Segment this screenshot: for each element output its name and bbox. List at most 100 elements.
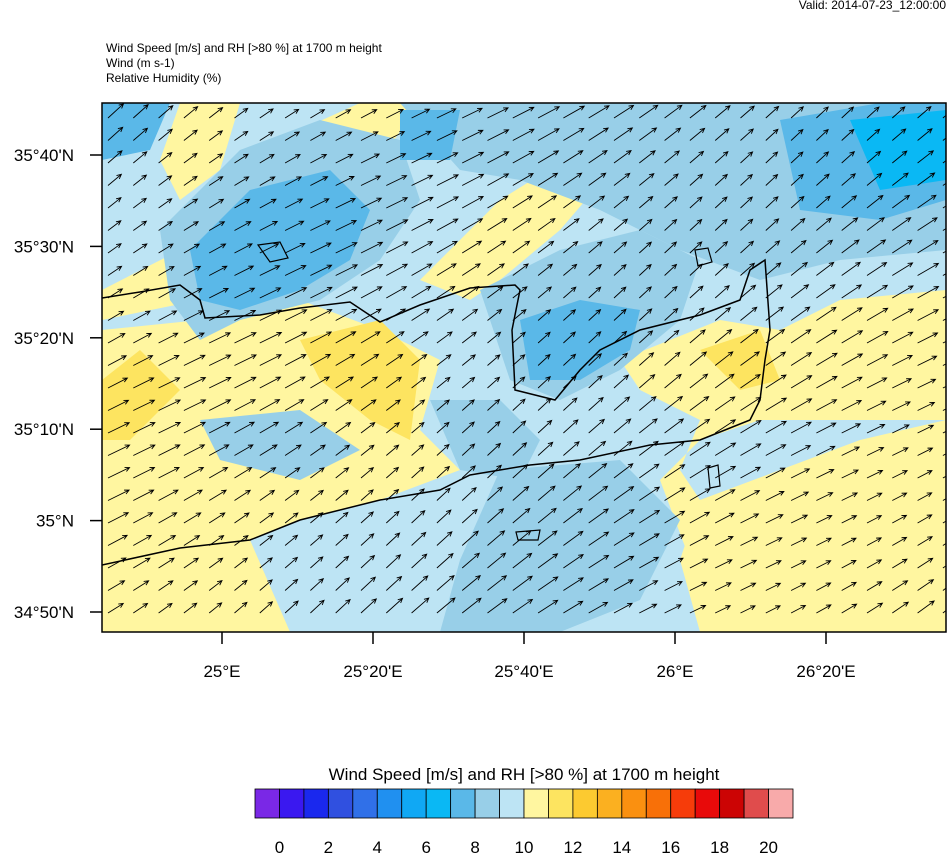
wind-arrow	[537, 309, 552, 321]
wind-arrow	[209, 310, 231, 321]
wind-arrow	[537, 599, 559, 614]
wind-arrow	[310, 578, 325, 591]
wind-arrow	[487, 173, 510, 186]
wind-arrow	[310, 421, 328, 434]
wind-arrow	[639, 173, 655, 186]
wind-arrow	[133, 602, 149, 614]
wind-arrow	[335, 555, 350, 569]
wind-arrow	[816, 106, 829, 119]
wind-arrow	[133, 467, 156, 479]
wind-arrow	[436, 574, 455, 591]
wind-arrow	[740, 262, 756, 276]
wind-arrow	[689, 196, 703, 209]
wind-arrow	[841, 307, 863, 321]
wind-arrow	[310, 153, 328, 164]
wind-arrow	[537, 441, 554, 456]
colorbar-swatch	[327, 788, 354, 819]
wind-arrow	[841, 446, 861, 456]
wind-arrow	[436, 240, 458, 254]
wind-arrow	[613, 218, 629, 231]
wind-arrow	[740, 490, 761, 501]
valid-time: Valid: 2014-07-23_12:00:00	[799, 0, 947, 12]
wind-arrow	[790, 329, 812, 344]
wind-arrow	[917, 194, 937, 209]
wind-arrow	[613, 532, 635, 546]
wind-arrow	[259, 421, 280, 434]
wind-arrow	[234, 265, 255, 276]
wind-arrow	[563, 553, 584, 569]
wind-arrow	[310, 534, 324, 546]
wind-arrow	[360, 489, 374, 501]
wind-arrow	[917, 105, 932, 119]
wind-arrow	[436, 354, 452, 366]
wind-arrow	[714, 105, 731, 119]
wind-arrow	[487, 486, 504, 501]
wind-arrow	[209, 354, 232, 366]
colorbar-swatch	[572, 788, 598, 819]
wind-arrow	[335, 598, 351, 614]
wind-arrow	[664, 307, 679, 321]
colorbar-swatch	[303, 788, 329, 819]
wind-arrow	[133, 220, 148, 231]
wind-arrow	[360, 197, 383, 209]
wind-arrow	[841, 128, 855, 141]
wind-arrow	[790, 468, 811, 479]
wind-arrow	[537, 485, 556, 501]
wind-arrow	[588, 578, 610, 591]
wind-arrow	[411, 196, 434, 209]
wind-arrow	[436, 509, 452, 524]
wind-arrow	[613, 418, 632, 434]
wind-arrow	[487, 376, 501, 389]
wind-arrow	[765, 397, 788, 411]
wind-arrow	[107, 444, 131, 456]
wind-arrow	[411, 488, 425, 501]
wind-arrow	[411, 331, 429, 344]
wind-arrow	[689, 307, 705, 321]
wind-arrow	[765, 490, 785, 501]
wind-arrow	[386, 353, 404, 366]
wind-arrow	[613, 374, 630, 389]
title-line: Wind (m s-1)	[106, 56, 175, 70]
wind-arrow	[613, 172, 631, 186]
wind-arrow	[335, 444, 351, 456]
wind-arrow	[563, 577, 584, 591]
wind-arrow	[234, 467, 253, 479]
wind-arrow	[234, 354, 257, 366]
wind-arrow	[588, 263, 602, 276]
wind-arrow	[259, 354, 283, 366]
wind-arrow	[360, 331, 381, 344]
wind-arrow	[411, 399, 426, 411]
colorbar-swatch	[450, 788, 476, 819]
wind-arrow	[892, 355, 913, 366]
wind-arrow	[740, 443, 762, 456]
wind-arrow	[714, 218, 728, 231]
wind-arrow	[714, 173, 728, 186]
wind-arrow	[335, 153, 354, 164]
wind-arrow	[740, 582, 757, 591]
wind-arrow	[714, 128, 730, 141]
wind-arrow	[284, 600, 299, 614]
wind-arrow	[461, 465, 476, 479]
wind-arrow	[436, 597, 456, 614]
wind-arrow	[790, 239, 807, 254]
colorbar-label: 10	[515, 838, 534, 854]
wind-arrow	[866, 447, 885, 456]
wind-arrow	[259, 444, 278, 456]
wind-arrow	[512, 263, 529, 276]
wind-arrow	[461, 240, 483, 254]
wind-arrow	[310, 399, 329, 411]
wind-arrow	[310, 599, 325, 614]
wind-arrow	[790, 375, 813, 389]
wind-arrow	[259, 601, 274, 614]
wind-arrow	[512, 240, 531, 254]
wind-arrow	[790, 128, 804, 141]
wind-arrow	[892, 285, 914, 299]
wind-arrow	[411, 575, 429, 591]
wind-arrow	[310, 556, 324, 569]
wind-arrow	[107, 377, 129, 389]
wind-arrow	[183, 377, 207, 389]
wind-arrow	[740, 559, 758, 569]
wind-arrow	[917, 286, 940, 299]
wind-arrow	[892, 331, 914, 344]
wind-arrow	[639, 374, 656, 389]
